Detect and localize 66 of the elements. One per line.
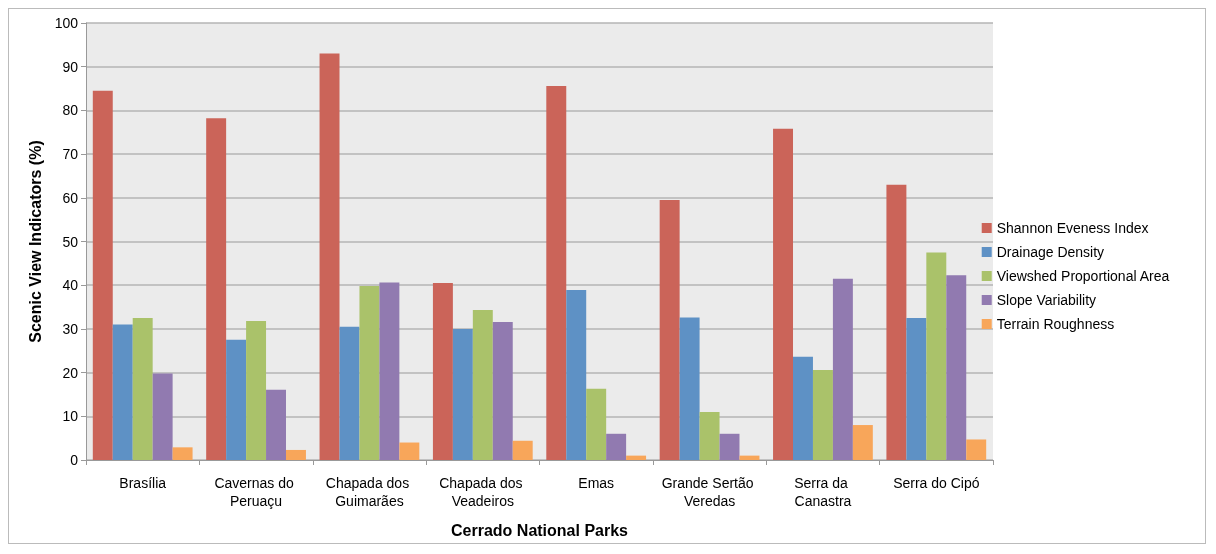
bar [773,128,794,460]
bar [359,286,380,460]
y-tick-label: 100 [54,15,79,31]
y-tick-label: 40 [62,277,79,294]
bar [132,317,153,460]
bar [886,184,907,460]
bar [926,252,947,460]
y-tick-label: 80 [62,102,79,119]
bar [586,388,607,460]
bar [906,317,927,460]
bar [266,389,286,460]
bar [152,373,173,460]
bar [812,369,833,460]
y-tick-label: 20 [62,364,79,381]
bar [699,411,720,460]
legend-label: Shannon Eveness Index [996,220,1149,236]
bar [432,283,453,460]
bar [285,449,306,460]
bar [946,275,967,460]
bar [679,317,700,460]
bar [226,339,247,460]
bar [206,118,227,460]
y-tick-label: 30 [62,320,79,337]
x-axis-title: Cerrado National Parks [451,521,629,539]
legend-label: Slope Variability [996,292,1097,308]
bar [852,425,873,460]
y-tick-label: 90 [62,58,79,75]
bar [379,282,400,460]
bar [319,53,340,460]
bar [112,324,133,460]
y-tick-label: 70 [62,146,79,163]
y-tick-label: 60 [62,189,79,206]
bar [719,433,740,460]
bar [566,290,587,460]
y-axis-title: Scenic View Indicators (%) [27,140,45,343]
bar [172,447,193,460]
x-tick-label: Brasília [119,475,167,491]
x-tick-label: Cavernas do Peruaçu [214,475,298,509]
bar [966,439,987,460]
bar [739,455,760,460]
bar [92,90,113,460]
bar [606,433,627,460]
bar [399,442,420,460]
bar [512,440,533,460]
bar [793,356,813,460]
x-tick-label: Chapada dos Veadeiros [439,475,527,509]
bar [832,278,853,460]
bar [452,328,473,460]
x-tick-label: Grande Sertão Veredas [661,475,758,509]
legend-label: Drainage Density [996,244,1105,260]
bar [246,321,267,460]
y-tick-label: 50 [62,233,79,250]
bar [472,310,493,460]
legend-label: Viewshed Proportional Area [996,268,1170,284]
x-tick-label: Chapada dos Guimarães [325,475,414,509]
bar [626,455,647,460]
x-tick-label: Serra do Cipó [893,475,980,491]
bar [546,85,567,460]
bar [339,326,360,460]
y-tick-label: 0 [70,452,79,468]
x-tick-label: Serra da Canastra [794,475,852,509]
x-tick-label: Emas [578,475,615,491]
bar [659,199,680,460]
bar [492,321,513,460]
legend-label: Terrain Roughness [996,316,1115,332]
y-tick-label: 10 [62,408,79,425]
